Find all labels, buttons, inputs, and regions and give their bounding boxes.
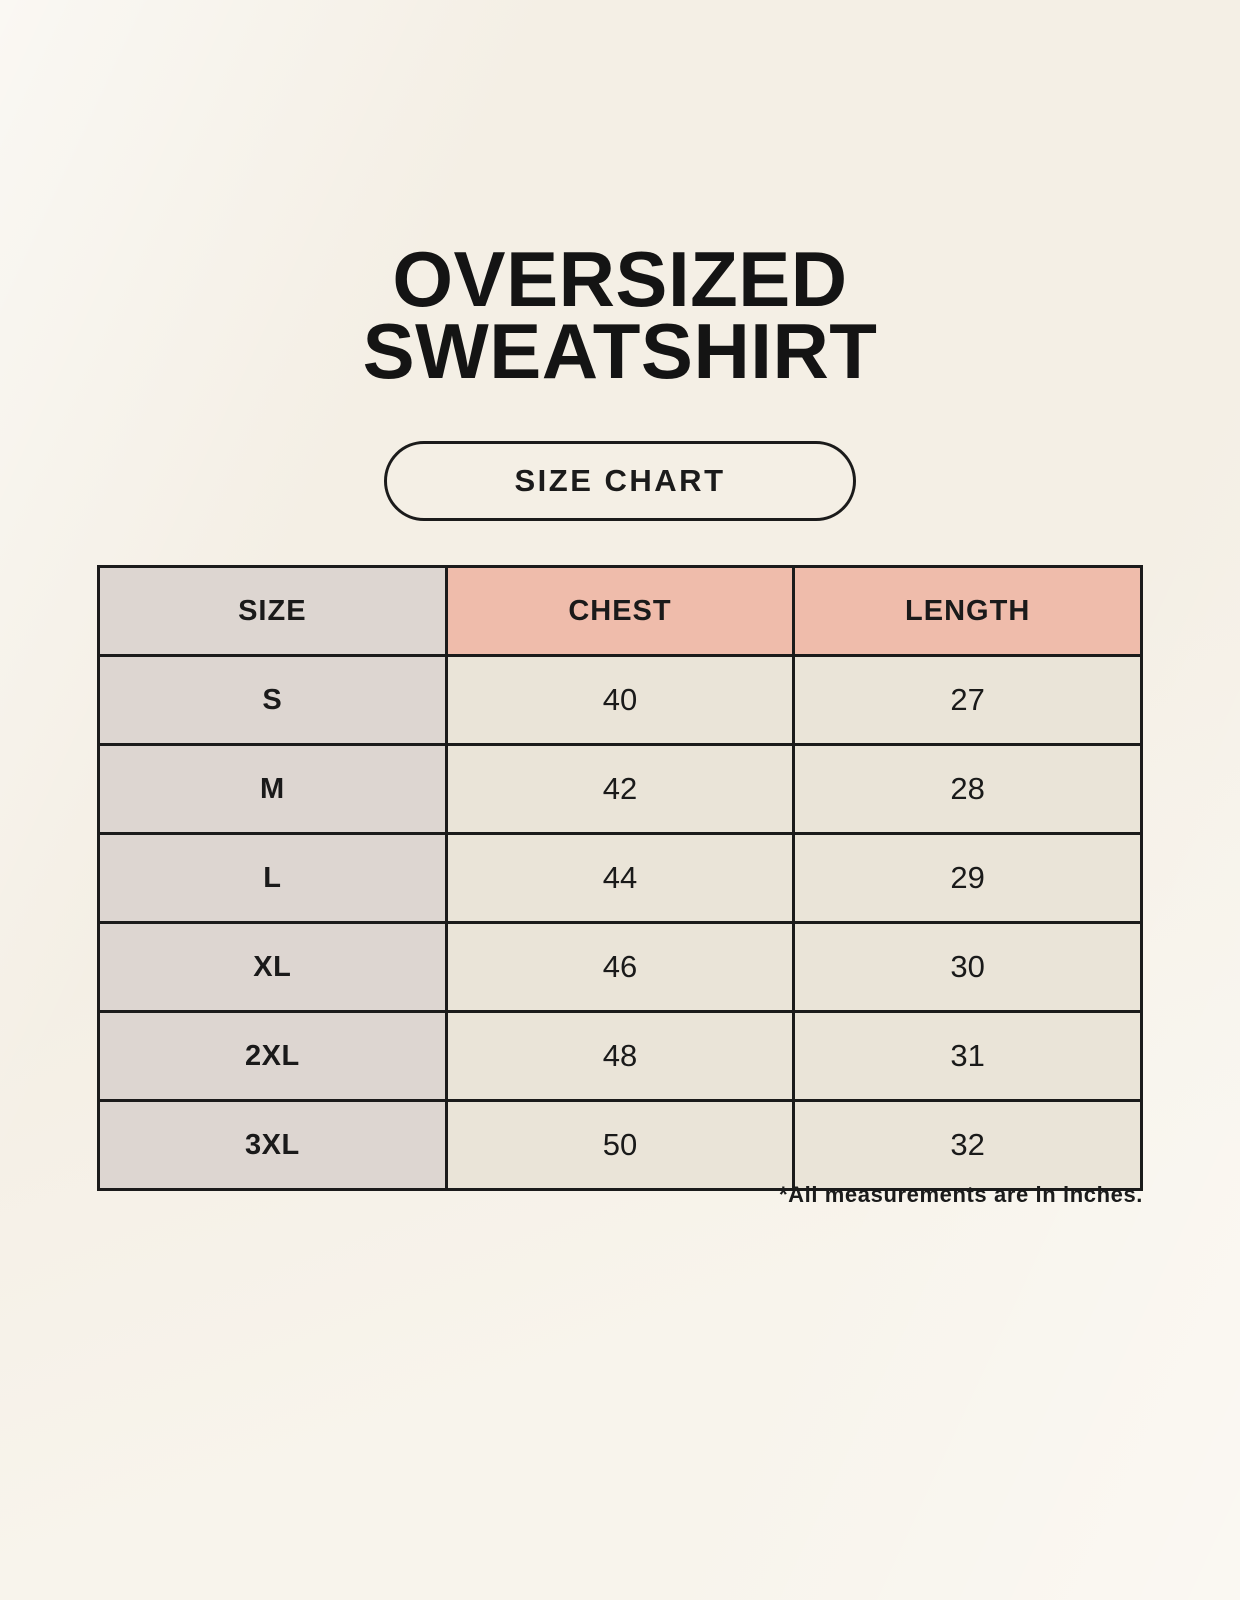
table-row: L 44 29 bbox=[97, 832, 1143, 924]
size-chart-table: SIZE CHEST LENGTH S 40 27 M 42 28 L 44 2… bbox=[97, 565, 1143, 1191]
table-row: XL 46 30 bbox=[97, 921, 1143, 1013]
table-header-row: SIZE CHEST LENGTH bbox=[97, 565, 1143, 657]
length-cell: 30 bbox=[792, 921, 1143, 1013]
chest-cell: 50 bbox=[444, 1099, 796, 1191]
chest-cell: 48 bbox=[444, 1010, 796, 1102]
length-cell: 28 bbox=[792, 743, 1143, 835]
length-cell: 31 bbox=[792, 1010, 1143, 1102]
table-row: M 42 28 bbox=[97, 743, 1143, 835]
length-cell: 29 bbox=[792, 832, 1143, 924]
page-title-line-2: SWEATSHIRT bbox=[362, 306, 878, 395]
chest-cell: 40 bbox=[444, 654, 796, 746]
page-title: OVERSIZED SWEATSHIRT bbox=[0, 235, 1240, 395]
header-cell-length: LENGTH bbox=[792, 565, 1143, 657]
size-cell: 3XL bbox=[97, 1099, 448, 1191]
chest-cell: 46 bbox=[444, 921, 796, 1013]
size-cell: 2XL bbox=[97, 1010, 448, 1102]
page-title-line-1: OVERSIZED bbox=[392, 235, 848, 323]
table-row: 2XL 48 31 bbox=[97, 1010, 1143, 1102]
size-cell: XL bbox=[97, 921, 448, 1013]
size-cell: M bbox=[97, 743, 448, 835]
chest-cell: 42 bbox=[444, 743, 796, 835]
size-cell: L bbox=[97, 832, 448, 924]
size-chart-button[interactable]: SIZE CHART bbox=[384, 441, 856, 521]
header-cell-size: SIZE bbox=[97, 565, 448, 657]
table-row: 3XL 50 32 bbox=[97, 1099, 1143, 1191]
length-cell: 32 bbox=[792, 1099, 1143, 1191]
chest-cell: 44 bbox=[444, 832, 796, 924]
size-chart-button-label: SIZE CHART bbox=[514, 463, 726, 498]
length-cell: 27 bbox=[792, 654, 1143, 746]
header-cell-chest: CHEST bbox=[444, 565, 796, 657]
measurements-footnote: *All measurements are in inches. bbox=[778, 1182, 1143, 1207]
table-row: S 40 27 bbox=[97, 654, 1143, 746]
size-cell: S bbox=[97, 654, 448, 746]
